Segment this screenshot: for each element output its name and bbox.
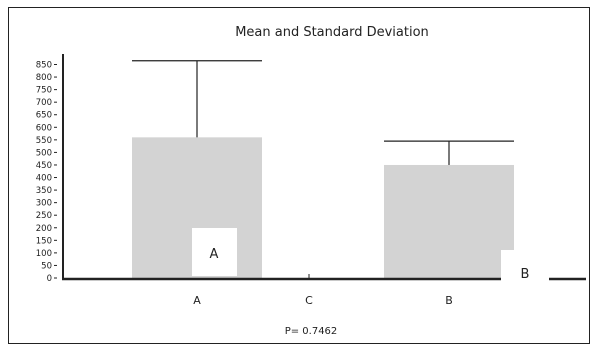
y-tick-label: 100 — [36, 249, 52, 259]
y-tick-label: 350 — [36, 186, 52, 196]
y-tick-label: 250 — [36, 211, 52, 221]
bar-label-boxes: AB — [192, 228, 549, 295]
y-tick-label: 500 — [36, 148, 52, 158]
y-tick-label: 200 — [36, 224, 52, 234]
bar-label-text: A — [210, 247, 219, 262]
chart-title: Mean and Standard Deviation — [235, 25, 429, 40]
y-tick-label: 50 — [41, 261, 52, 271]
y-axis-ticks: 0 50 100 150 200 250 300 350 400 450 500 550 600 650 7… — [36, 61, 57, 284]
y-tick-label: 850 — [36, 61, 52, 71]
y-tick-label: 550 — [36, 136, 52, 146]
y-tick-label: 800 — [36, 73, 52, 83]
x-tick-label: A — [193, 294, 201, 307]
bars — [132, 60, 514, 279]
y-tick-label: 600 — [36, 123, 52, 133]
p-value-label: P= 0.7462 — [285, 326, 338, 337]
x-tick-label: B — [445, 294, 453, 307]
y-tick-label: 0 — [47, 274, 52, 284]
y-tick-label: 750 — [36, 86, 52, 96]
y-tick-label: 150 — [36, 236, 52, 246]
bar-label-box — [192, 228, 237, 276]
y-tick-label: 450 — [36, 161, 52, 171]
y-tick-label: 700 — [36, 98, 52, 108]
bar-label-text: B — [521, 267, 530, 282]
y-tick-label: 650 — [36, 111, 52, 121]
bar-label-box — [501, 250, 549, 295]
y-tick-label: 400 — [36, 174, 52, 184]
x-tick-label: C — [305, 294, 313, 307]
y-tick-label: 300 — [36, 199, 52, 209]
bar — [384, 164, 514, 278]
